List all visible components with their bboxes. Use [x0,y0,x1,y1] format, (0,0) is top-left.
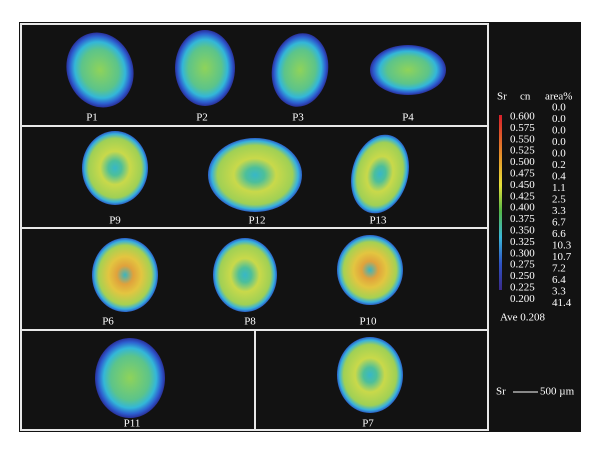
area-value: 3.3 [552,286,566,298]
cn-value: 0.550 [510,133,535,145]
cn-value: 0.225 [510,282,535,294]
area-value: 0.0 [552,148,566,160]
area-value: 0.0 [552,136,566,148]
panel-label: P8 [244,316,256,328]
cn-value: 0.450 [510,179,535,191]
panel-borders [20,23,489,431]
area-value: 3.3 [552,205,566,217]
area-value: 6.4 [552,274,566,286]
area-value: 41.4 [552,297,572,309]
cn-value: 0.325 [510,236,535,248]
area-value: 2.5 [552,194,566,206]
panel-label: P1 [86,112,98,124]
area-value: 0.0 [552,113,566,125]
panel-label: P4 [402,112,414,124]
cn-value: 0.200 [510,293,535,305]
scale-length: 500 µm [540,386,575,398]
cn-value: 0.250 [510,270,535,282]
legend-cn-header: cn [520,91,531,103]
scale-element: Sr [496,386,506,398]
area-value: 0.0 [552,125,566,137]
area-value: 6.6 [552,228,566,240]
panel-label: P11 [124,418,141,430]
cn-value: 0.425 [510,190,535,202]
panel-label: P10 [359,316,377,328]
area-value: 7.2 [552,263,566,275]
cn-value: 0.600 [510,111,535,123]
cn-value: 0.525 [510,145,535,157]
panel-label: P3 [292,112,304,124]
panel-label: P9 [109,215,121,227]
legend-area-header: area% [545,91,572,103]
area-value: 1.1 [552,182,566,194]
cn-value: 0.375 [510,213,535,225]
panel-label: P7 [362,418,374,430]
cn-value: 0.500 [510,156,535,168]
cn-value: 0.300 [510,247,535,259]
panel-label: P6 [102,316,114,328]
cn-value: 0.275 [510,259,535,271]
area-value: 0.4 [552,171,566,183]
area-value: 6.7 [552,217,566,229]
panel-label: P13 [369,215,387,227]
average: Ave 0.208 [500,312,546,324]
panel-label: P12 [248,215,265,227]
samples [66,30,446,418]
legend-element: Sr [497,91,507,103]
cn-value: 0.475 [510,168,535,180]
area-value: 0.2 [552,159,566,171]
color-bar [499,115,502,290]
cn-value: 0.575 [510,122,535,134]
area-value: 10.7 [552,251,572,263]
cn-value: 0.400 [510,202,535,214]
panel-label: P2 [196,112,208,124]
cn-value: 0.350 [510,225,535,237]
area-value: 10.3 [552,240,572,252]
area-value: 0.0 [552,102,566,114]
